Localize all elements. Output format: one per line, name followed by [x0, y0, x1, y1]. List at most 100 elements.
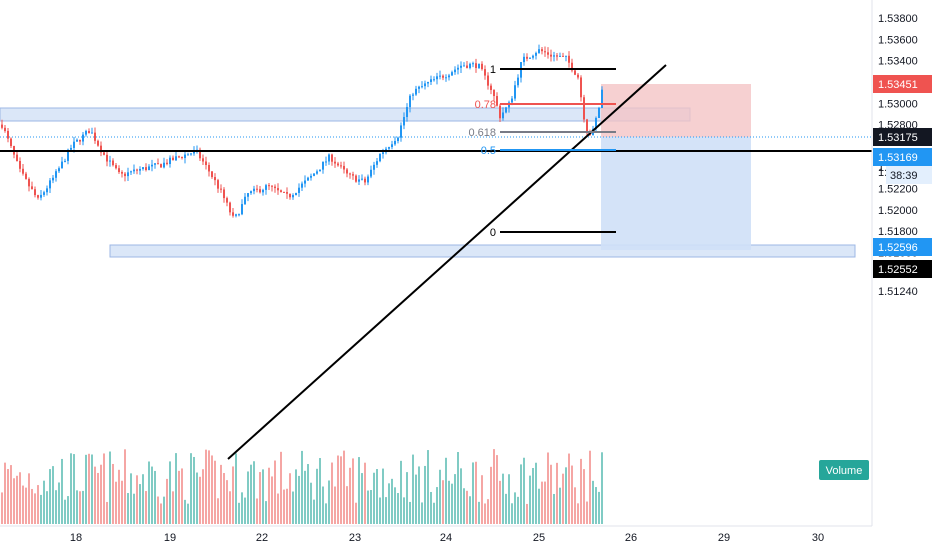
candle-body [31, 186, 33, 190]
candle-body [118, 168, 120, 173]
candle-body [544, 51, 546, 53]
candle-body [475, 63, 477, 69]
candle-body [358, 179, 360, 182]
volume-bar [466, 490, 468, 524]
volume-legend: Volume [819, 460, 869, 480]
volume-bar [343, 450, 345, 524]
candle-body [574, 70, 576, 75]
volume-bar [442, 480, 444, 524]
candle-body [349, 173, 351, 175]
candle-body [523, 56, 525, 63]
volume-bar [595, 487, 597, 524]
candle-body [259, 189, 261, 193]
candle-body [388, 147, 390, 149]
volume-bar [250, 464, 252, 524]
candle-body [202, 158, 204, 162]
volume-bar [568, 453, 570, 524]
volume-bar [247, 471, 249, 524]
candle-body [595, 117, 597, 129]
volume-bar [163, 496, 165, 524]
candle-body [313, 173, 315, 176]
price-tag [873, 75, 932, 93]
candle-body [121, 172, 123, 174]
zones-layer [0, 84, 872, 258]
candle-body [352, 174, 354, 176]
volume-bar [148, 461, 150, 524]
volume-bar [445, 457, 447, 524]
candle-body [88, 131, 90, 134]
drawings-layer[interactable]: 1 0.78 0.618 0.5 0 [0, 64, 872, 460]
candle-body [187, 154, 189, 156]
price-axis[interactable]: 1.538001.536001.534001.530001.528001.524… [0, 0, 918, 527]
candle-body [274, 186, 276, 189]
take-profit-zone [601, 137, 751, 250]
time-axis[interactable]: 18 19 22 23 24 25 26 29 30 [70, 532, 824, 544]
fib-level-label: 0.78 [475, 99, 496, 111]
candle-body [409, 95, 411, 108]
volume-bar [382, 468, 384, 524]
volume-bar [502, 473, 504, 524]
trend-line [227, 64, 667, 460]
volume-bar [562, 473, 564, 524]
volume-bar [325, 503, 327, 524]
volume-bar [85, 454, 87, 524]
price-tag [873, 128, 932, 146]
volume-bar [580, 458, 582, 524]
candle-body [337, 163, 339, 166]
candle-body [436, 76, 438, 80]
candle-body [448, 75, 450, 78]
volume-bar [439, 469, 441, 524]
candle-body [223, 189, 225, 199]
candle-body [430, 79, 432, 82]
volume-bar [79, 491, 81, 524]
price-tag [873, 148, 932, 166]
volume-bar [166, 478, 168, 524]
candle-body [67, 149, 69, 161]
candle-body [1, 124, 3, 128]
candle-body [334, 161, 336, 164]
candle-body [286, 192, 288, 194]
volume-bar [400, 460, 402, 524]
candle-body [271, 185, 273, 187]
candle-body [394, 141, 396, 145]
candle-body [205, 161, 207, 166]
price-tag [873, 238, 932, 256]
candle-body [130, 171, 132, 173]
volume-bar [409, 501, 411, 524]
candle-body [253, 188, 255, 192]
volume-bar [346, 486, 348, 524]
volume-bar [364, 462, 366, 524]
candle-body [82, 134, 84, 142]
volume-bar [544, 481, 546, 524]
volume-bar [202, 469, 204, 524]
candle-body [22, 168, 24, 174]
candle-body [61, 161, 63, 169]
volume-bar [94, 466, 96, 524]
candle-body [565, 55, 567, 57]
candle-body [79, 139, 81, 142]
volume-bar [415, 474, 417, 524]
candle-body [232, 212, 234, 216]
candle-body [427, 81, 429, 84]
candle-body [133, 169, 135, 172]
candle-body [421, 86, 423, 88]
candle-body [166, 162, 168, 165]
candle-body [298, 187, 300, 193]
volume-bar [295, 469, 297, 524]
candle-body [229, 202, 231, 213]
y-tick-label: 1.53800 [878, 13, 918, 25]
candle-body [457, 67, 459, 70]
volume-bar [550, 464, 552, 524]
candle-body [157, 163, 159, 165]
candle-body [397, 137, 399, 142]
candle-body [559, 55, 561, 57]
candle-body [415, 88, 417, 95]
candle-body [235, 214, 237, 216]
volume-bar [514, 492, 516, 524]
candle-body [226, 198, 228, 203]
candle-body [439, 75, 441, 77]
volume-bar [34, 493, 36, 524]
candle-body [52, 177, 54, 181]
volume-bar [496, 455, 498, 524]
